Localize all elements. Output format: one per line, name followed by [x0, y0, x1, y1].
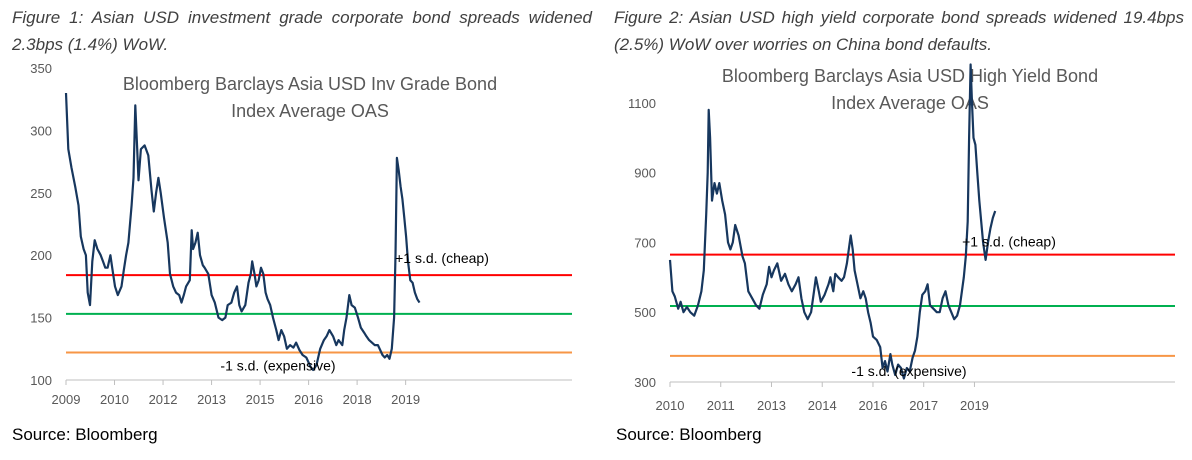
reference-line-label: +1 s.d. (cheap) [395, 250, 489, 266]
x-tick-label: 2013 [757, 398, 786, 413]
x-tick-label: 2011 [707, 398, 735, 413]
x-tick-label: 2015 [246, 392, 275, 407]
y-tick-label: 700 [634, 235, 656, 250]
y-tick-label: 350 [30, 61, 52, 76]
source-note: Source: Bloomberg [616, 425, 762, 444]
figure-2: Figure 2: Asian USD high yield corporate… [604, 0, 1192, 460]
chart-title-line: Bloomberg Barclays Asia USD Inv Grade Bo… [123, 74, 497, 94]
reference-line-label: -1 s.d. (expensive) [220, 358, 335, 374]
x-tick-label: 2010 [100, 392, 129, 407]
chart-1: Bloomberg Barclays Asia USD Inv Grade Bo… [30, 61, 572, 407]
x-tick-label: 2016 [294, 392, 323, 407]
x-tick-label: 2019 [391, 392, 420, 407]
y-tick-label: 100 [30, 373, 52, 388]
y-tick-label: 250 [30, 186, 52, 201]
x-tick-label: 2014 [808, 398, 837, 413]
x-tick-label: 2017 [909, 398, 938, 413]
chart-title-line: Index Average OAS [231, 101, 389, 121]
y-tick-label: 1100 [628, 96, 656, 111]
source-note: Source: Bloomberg [12, 425, 158, 444]
y-tick-label: 900 [634, 166, 656, 181]
x-tick-label: 2009 [52, 392, 81, 407]
y-tick-label: 500 [634, 305, 656, 320]
series-line [668, 63, 997, 380]
reference-line-label: -1 s.d. (expensive) [851, 363, 966, 379]
figure-1: Figure 1: Asian USD investment grade cor… [12, 8, 592, 444]
chart-title-line: Index Average OAS [831, 93, 989, 113]
y-tick-label: 300 [30, 123, 52, 138]
y-tick-label: 200 [30, 248, 52, 263]
chart-title-line: Bloomberg Barclays Asia USD High Yield B… [722, 66, 1098, 86]
figure-caption: Figure 1: Asian USD investment grade cor… [12, 8, 592, 54]
y-tick-label: 300 [634, 375, 656, 390]
x-tick-label: 2012 [149, 392, 178, 407]
x-tick-label: 2018 [343, 392, 372, 407]
figure-caption: Figure 2: Asian USD high yield corporate… [614, 8, 1184, 54]
x-tick-label: 2010 [656, 398, 685, 413]
y-tick-label: 150 [30, 311, 52, 326]
x-tick-label: 2019 [960, 398, 989, 413]
reference-line-label: +1 s.d. (cheap) [962, 234, 1056, 250]
x-tick-label: 2016 [859, 398, 888, 413]
x-tick-label: 2013 [197, 392, 226, 407]
chart-2: Bloomberg Barclays Asia USD High Yield B… [628, 63, 1175, 413]
series-line [64, 92, 421, 372]
